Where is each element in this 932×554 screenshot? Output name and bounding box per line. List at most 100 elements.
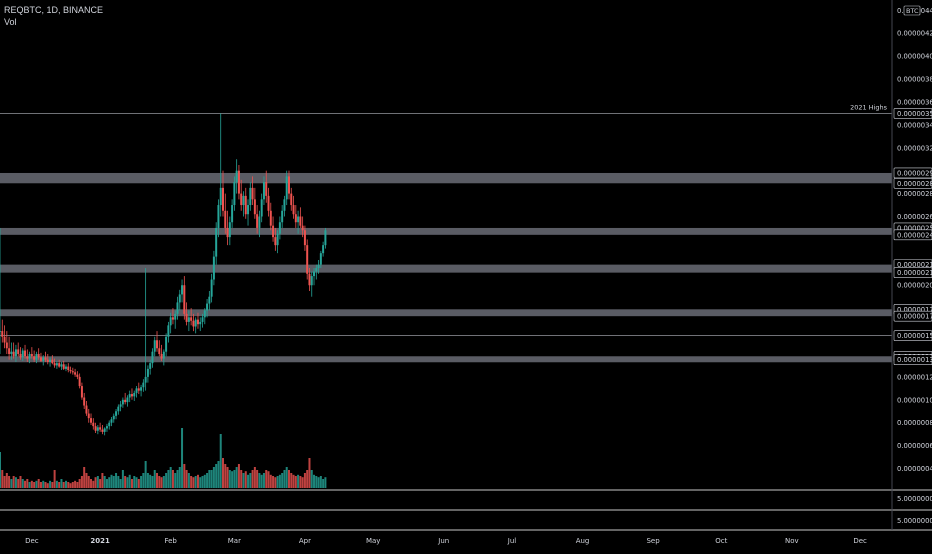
- candle-body: [242, 195, 245, 206]
- candle-body: [306, 245, 309, 274]
- volume-bar: [272, 476, 275, 488]
- candle-body: [133, 392, 136, 397]
- candle-body: [51, 359, 54, 364]
- volume-bar: [313, 474, 316, 488]
- volume-bar: [90, 479, 93, 488]
- volume-bar: [124, 476, 127, 488]
- volume-bar: [142, 473, 145, 488]
- volume-bar: [3, 476, 6, 488]
- candle-body: [262, 182, 265, 200]
- time-tick-label: Mar: [228, 537, 241, 545]
- volume-bar: [0, 452, 1, 488]
- time-tick-label: Jul: [507, 537, 517, 545]
- volume-bar: [190, 476, 193, 488]
- volume-bar: [176, 470, 179, 488]
- volume-bar: [126, 477, 129, 488]
- volume-bar: [196, 474, 199, 488]
- volume-bar: [87, 476, 90, 488]
- candle-body: [208, 296, 211, 304]
- volume-bar: [260, 474, 263, 488]
- candle-body: [265, 182, 268, 196]
- candle-body: [146, 368, 149, 377]
- volume-bar: [130, 479, 133, 488]
- candle-body: [210, 279, 213, 297]
- volume-bar: [240, 470, 243, 488]
- candle-body: [112, 415, 115, 420]
- volume-bar: [210, 470, 213, 488]
- volume-bar: [64, 480, 67, 488]
- candle-body: [249, 187, 252, 206]
- price-label: 0.00000289: [897, 180, 932, 188]
- time-tick-label: Dec: [853, 537, 867, 545]
- candle-body: [103, 428, 106, 432]
- candle-body: [115, 411, 118, 416]
- candle-body: [44, 357, 47, 360]
- volume-bar: [167, 470, 170, 488]
- price-label: 0.00000135: [897, 356, 932, 364]
- volume-bar: [306, 470, 309, 488]
- volume-bar: [58, 482, 61, 488]
- volume-bar: [181, 428, 184, 488]
- candle-body: [283, 199, 286, 211]
- candle-body: [3, 336, 6, 343]
- volume-bar: [53, 470, 56, 488]
- volume-bar: [1, 470, 4, 488]
- candle-body: [301, 225, 304, 231]
- price-label: 0.00000218: [897, 261, 932, 269]
- volume-bar: [276, 476, 279, 488]
- volume-bar: [146, 473, 149, 488]
- zone-band: [0, 309, 892, 317]
- volume-bar: [208, 470, 211, 488]
- candle-body: [162, 351, 165, 359]
- candle-body: [30, 353, 33, 357]
- volume-bar: [324, 477, 327, 488]
- candle-body: [235, 170, 238, 183]
- candle-body: [256, 214, 259, 228]
- candle-body: [151, 351, 154, 364]
- candle-body: [285, 176, 288, 200]
- volume-bar: [206, 473, 209, 488]
- candle-body: [69, 370, 72, 372]
- symbol-label: REQBTC, 1D, BINANCE: [4, 5, 104, 15]
- volume-bar: [51, 482, 54, 488]
- volume-bar: [262, 473, 265, 488]
- price-axis[interactable]: 0.000004400.000004200.000004000.00000380…: [891, 0, 932, 530]
- price-label-box: [893, 167, 932, 179]
- candle-body: [92, 422, 95, 427]
- candle-body: [33, 356, 36, 360]
- time-tick-label: Aug: [576, 537, 590, 545]
- candle-body: [121, 399, 124, 405]
- time-tick-label: May: [366, 537, 380, 545]
- volume-bar: [26, 479, 29, 488]
- volume-bar: [174, 473, 177, 488]
- volume-bar: [315, 476, 318, 488]
- candle-body: [292, 205, 295, 215]
- candle-body: [156, 340, 159, 349]
- horizontal-lines: 2021 Highs: [0, 103, 892, 336]
- time-axis[interactable]: Dec 2021 Feb Mar Apr May Jun Jul Aug Sep Oct Nov Dec: [25, 537, 867, 545]
- volume-bar: [133, 476, 136, 488]
- volume-bar: [299, 476, 302, 488]
- candle-body: [144, 376, 147, 383]
- candle-body: [158, 348, 161, 354]
- candle-body: [71, 371, 74, 373]
- zone-band: [0, 227, 892, 235]
- candle-body: [313, 271, 316, 277]
- volume-bar: [212, 467, 215, 488]
- volume-bar: [165, 473, 168, 488]
- candle-body: [287, 176, 290, 194]
- volume-bars: [0, 428, 327, 488]
- candle-body: [297, 216, 300, 223]
- volume-bar: [151, 476, 154, 488]
- candle-body: [167, 325, 170, 337]
- volume-bar: [269, 474, 272, 488]
- candle-body: [101, 429, 104, 432]
- volume-bar: [140, 476, 143, 488]
- volume-bar: [228, 470, 231, 488]
- candle-body: [244, 195, 247, 215]
